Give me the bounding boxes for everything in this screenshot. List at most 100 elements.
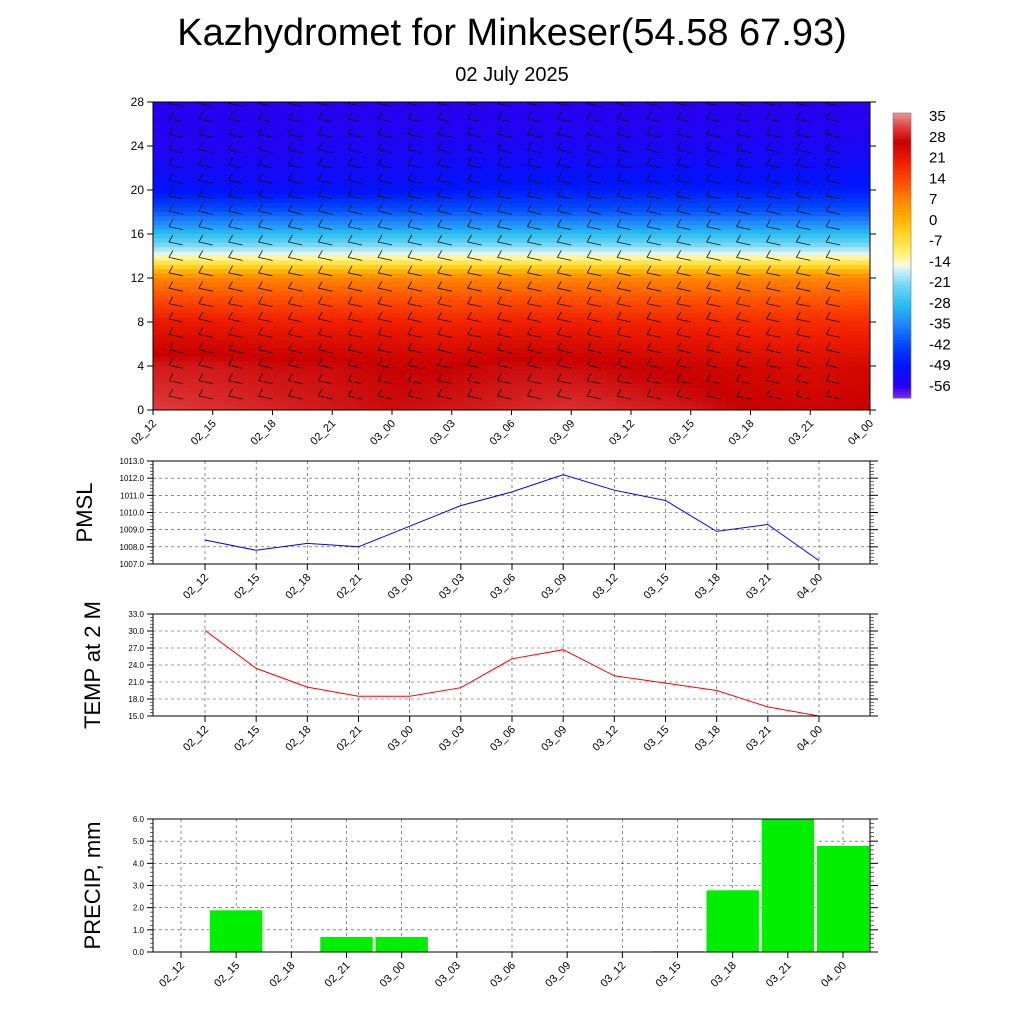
wind-barb-staff	[527, 103, 542, 107]
heatmap-cell	[463, 181, 477, 187]
heatmap-cell	[153, 282, 166, 288]
chart-title: Kazhydromet for Minkeser(54.58 67.93)	[177, 12, 847, 54]
wind-barb-staff	[258, 210, 273, 215]
heatmap-cell	[798, 291, 811, 297]
heatmap-cell	[619, 366, 632, 371]
wind-barb-flag	[497, 111, 502, 119]
heatmap-cell	[451, 388, 465, 393]
wind-barb-flag	[676, 142, 682, 150]
heatmap-cell	[164, 379, 178, 385]
heatmap-cell	[714, 401, 728, 407]
heatmap-cell	[714, 203, 728, 209]
wind-barb-flag	[527, 127, 532, 135]
wind-barb-flag	[258, 342, 263, 350]
wind-barb-flag	[586, 157, 592, 166]
heatmap-cell	[559, 308, 572, 314]
heatmap-cell	[368, 247, 381, 253]
heatmap-cell	[702, 278, 716, 283]
wind-barb-flag	[407, 281, 413, 289]
heatmap-cell	[642, 119, 656, 125]
heatmap-cell	[188, 352, 202, 358]
heatmap-cell	[224, 388, 238, 393]
heatmap-cell	[595, 234, 608, 239]
heatmap-cell	[726, 234, 740, 239]
heatmap-cell	[774, 405, 787, 410]
heatmap-cell	[356, 304, 369, 310]
heatmap-cell	[750, 273, 764, 279]
heatmap-cell	[463, 295, 477, 301]
wind-barb-flag	[407, 157, 413, 166]
wind-barb-flag	[347, 142, 353, 150]
heatmap-cell	[439, 242, 453, 248]
heatmap-cell	[296, 207, 309, 213]
heatmap-cell	[714, 300, 728, 305]
heatmap-cell	[774, 102, 787, 107]
wind-barb-flag	[527, 311, 532, 320]
heatmap-cell	[702, 256, 716, 261]
wind-barb-flag	[228, 250, 233, 258]
heatmap-cell	[224, 361, 238, 367]
heatmap-cell	[678, 286, 692, 292]
heatmap-cell	[224, 172, 238, 178]
heatmap-cell	[714, 137, 728, 143]
wind-barb-staff	[676, 164, 691, 169]
heatmap-cell	[559, 168, 572, 173]
wind-barb-staff	[407, 272, 422, 277]
wind-barb-staff	[527, 334, 542, 338]
heatmap-cell	[738, 234, 752, 239]
wind-barb-staff	[616, 380, 632, 384]
heatmap-cell	[678, 273, 692, 279]
heatmap-cell	[858, 388, 870, 393]
heatmap-cell	[368, 137, 381, 143]
heatmap-cell	[678, 234, 692, 239]
heatmap-cell	[654, 163, 668, 169]
heatmap-cell	[678, 124, 692, 129]
wind-barb-staff	[348, 210, 363, 215]
wind-barb-staff	[407, 133, 422, 138]
heatmap-cell	[236, 361, 250, 367]
heatmap-cell	[535, 370, 548, 376]
wind-barb-staff	[228, 287, 243, 292]
heatmap-cell	[858, 128, 870, 134]
heatmap-cell	[666, 396, 680, 402]
heatmap-cell	[810, 119, 823, 125]
heatmap-cell	[822, 291, 835, 297]
heatmap-cell	[834, 339, 847, 345]
heatmap-cell	[403, 286, 417, 292]
heatmap-cell	[774, 348, 787, 354]
wind-barb-staff	[377, 241, 393, 246]
wind-barb-staff	[318, 349, 333, 354]
heatmap-cell	[571, 286, 584, 292]
heatmap-cell	[810, 344, 823, 349]
heatmap-cell	[176, 124, 190, 129]
heatmap-cell	[499, 132, 513, 138]
heatmap-cell	[392, 163, 405, 169]
wind-barb-staff	[646, 349, 661, 354]
heatmap-cell	[176, 119, 190, 125]
heatmap-cell	[344, 181, 357, 187]
heatmap-cell	[403, 141, 417, 147]
heatmap-cell	[380, 339, 393, 345]
heatmap-cell	[858, 313, 870, 319]
heatmap-cell	[619, 106, 632, 112]
heatmap-cell	[487, 115, 501, 121]
wind-barb-staff	[318, 364, 333, 369]
heatmap-cell	[858, 203, 870, 209]
heatmap-cell	[344, 344, 357, 349]
heatmap-cell	[595, 172, 608, 178]
heatmap-cell	[487, 313, 501, 319]
wind-barb-flag	[497, 327, 502, 335]
heatmap-cell	[380, 344, 393, 349]
heatmap-cell	[559, 366, 572, 371]
heatmap-cell	[702, 163, 716, 169]
heatmap-cell	[475, 137, 489, 143]
heatmap-cell	[774, 326, 787, 332]
heatmap-cell	[666, 286, 680, 292]
heatmap-cell	[284, 352, 297, 358]
heatmap-cell	[272, 106, 286, 112]
wind-barb-staff	[198, 164, 213, 169]
heatmap-cell	[272, 251, 286, 257]
wind-barb-staff	[557, 103, 572, 107]
heatmap-cell	[188, 220, 202, 226]
heatmap-cell	[308, 203, 321, 209]
